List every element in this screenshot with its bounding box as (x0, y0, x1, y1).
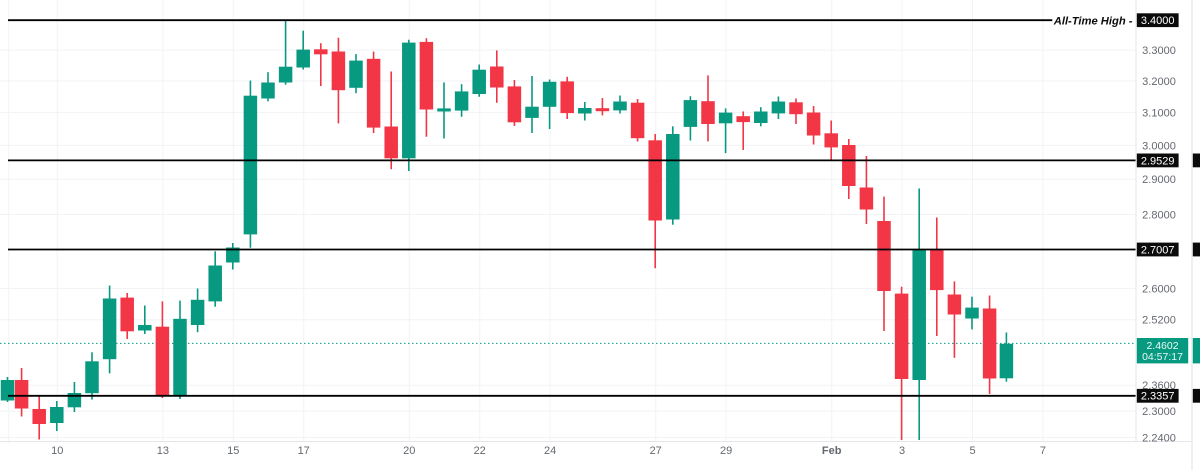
svg-text:Feb: Feb (822, 445, 842, 457)
svg-text:3.1000: 3.1000 (1142, 108, 1176, 120)
svg-text:10: 10 (51, 445, 63, 457)
svg-text:3.4000: 3.4000 (1141, 15, 1175, 27)
svg-text:04:57:17: 04:57:17 (1142, 351, 1183, 363)
svg-text:2.7007: 2.7007 (1141, 244, 1175, 256)
svg-text:2.9000: 2.9000 (1142, 174, 1176, 186)
svg-text:2.3000: 2.3000 (1142, 406, 1176, 418)
svg-text:3.3000: 3.3000 (1142, 45, 1176, 57)
svg-text:22: 22 (474, 445, 486, 457)
svg-text:2.3357: 2.3357 (1141, 391, 1175, 403)
svg-text:2.9529: 2.9529 (1141, 155, 1175, 167)
svg-text:All-Time High -: All-Time High - (1053, 16, 1133, 28)
svg-text:7: 7 (1040, 445, 1046, 457)
svg-text:13: 13 (157, 445, 169, 457)
svg-text:2.2400: 2.2400 (1142, 432, 1176, 444)
svg-text:29: 29 (720, 445, 732, 457)
svg-text:3: 3 (899, 445, 905, 457)
svg-text:27: 27 (650, 445, 662, 457)
svg-text:2.8000: 2.8000 (1142, 209, 1176, 221)
svg-text:2.4602: 2.4602 (1146, 340, 1178, 352)
svg-text:20: 20 (403, 445, 415, 457)
svg-text:24: 24 (544, 445, 556, 457)
svg-text:2.6000: 2.6000 (1142, 283, 1176, 295)
svg-text:15: 15 (227, 445, 239, 457)
svg-text:3.2000: 3.2000 (1142, 76, 1176, 88)
svg-text:2.5200: 2.5200 (1142, 315, 1176, 327)
svg-text:5: 5 (969, 445, 975, 457)
svg-text:17: 17 (298, 445, 310, 457)
svg-text:3.0000: 3.0000 (1142, 140, 1176, 152)
